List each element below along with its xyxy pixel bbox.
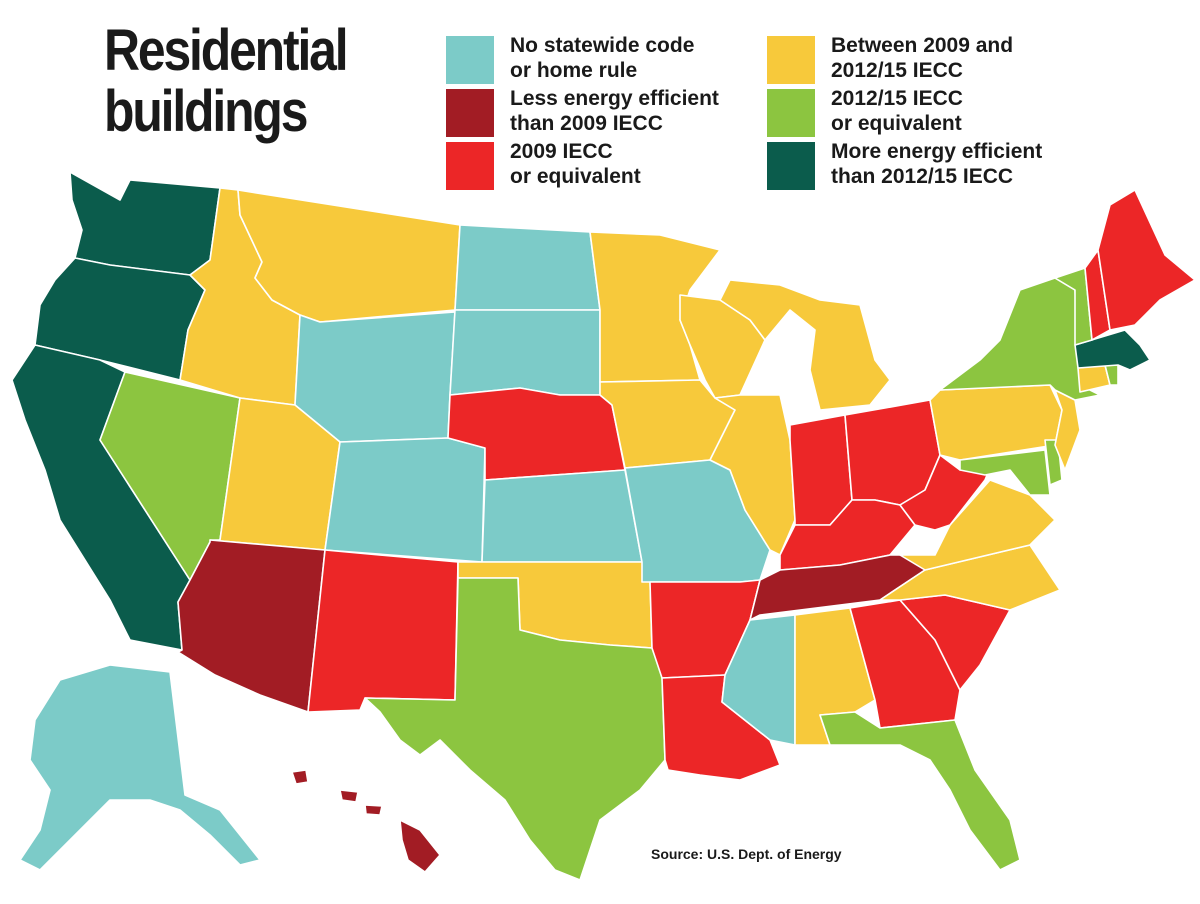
state-nd	[454, 224, 601, 311]
state-wy	[294, 311, 456, 443]
state-me	[1097, 189, 1196, 331]
state-ak	[19, 664, 261, 871]
map-title: Residential buildings	[104, 18, 349, 145]
state-az	[177, 539, 326, 713]
legend-label: No statewide code or home rule	[510, 34, 695, 82]
legend-label: More energy efficient than 2012/15 IECC	[831, 140, 1043, 188]
state-ma	[1074, 329, 1151, 371]
state-pa	[929, 384, 1063, 461]
legend-swatch	[446, 89, 494, 137]
legend-label: Between 2009 and 2012/15 IECC	[831, 34, 1014, 82]
state-fl	[819, 711, 1021, 871]
legend-swatch	[767, 142, 815, 190]
legend-label: Less energy efficient than 2009 IECC	[510, 87, 719, 135]
state-md	[959, 449, 1051, 496]
state-mi	[719, 279, 891, 411]
state-hi	[291, 769, 441, 873]
state-in	[789, 414, 853, 526]
state-ks	[481, 469, 643, 563]
legend-swatch	[446, 142, 494, 190]
state-nm	[307, 549, 459, 713]
state-vt	[1054, 267, 1093, 346]
state-tx	[364, 577, 666, 881]
legend-label: 2012/15 IECC or equivalent	[831, 87, 963, 135]
legend: No statewide code or home rule Less ener…	[0, 0, 1200, 200]
legend-swatch	[446, 36, 494, 84]
legend-swatch	[767, 36, 815, 84]
state-sd	[449, 309, 601, 396]
state-co	[324, 437, 486, 563]
legend-swatch	[767, 89, 815, 137]
legend-label: 2009 IECC or equivalent	[510, 140, 641, 188]
source-note: Source: U.S. Dept. of Energy	[651, 846, 842, 862]
